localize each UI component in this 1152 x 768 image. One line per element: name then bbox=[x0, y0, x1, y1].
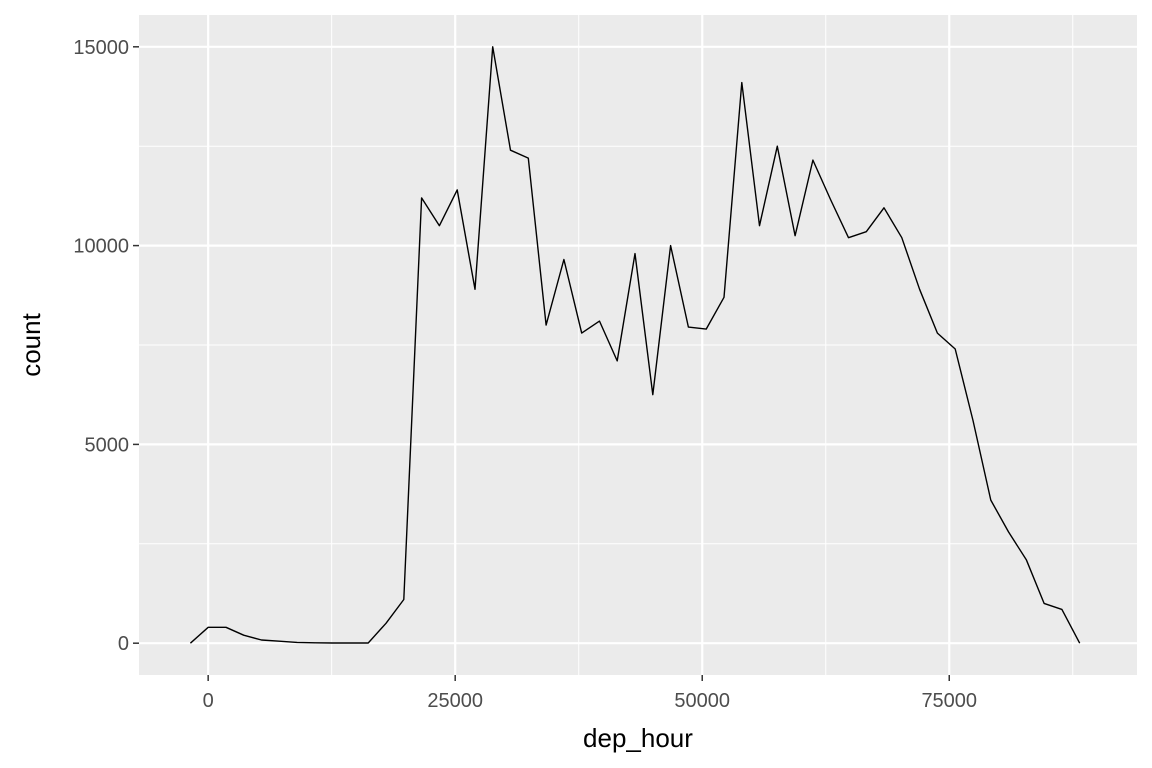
x-axis-title: dep_hour bbox=[583, 723, 693, 753]
series-layer bbox=[189, 46, 1081, 644]
y-axis: 0 5000 10000 15000 bbox=[73, 37, 139, 655]
x-tick-label: 25000 bbox=[427, 690, 483, 712]
x-tick-label: 0 bbox=[203, 690, 214, 712]
y-tick-label: 10000 bbox=[73, 236, 129, 258]
y-axis-title: count bbox=[16, 312, 46, 376]
series-line bbox=[189, 46, 1081, 644]
x-axis: 0 25000 50000 75000 bbox=[203, 675, 977, 712]
x-tick-label: 75000 bbox=[921, 690, 977, 712]
major-gridlines bbox=[139, 15, 1137, 675]
y-tick-label: 15000 bbox=[73, 37, 129, 59]
y-tick-label: 0 bbox=[118, 633, 129, 655]
minor-gridlines bbox=[139, 15, 1137, 675]
y-tick-label: 5000 bbox=[85, 434, 130, 456]
x-tick-label: 50000 bbox=[674, 690, 730, 712]
